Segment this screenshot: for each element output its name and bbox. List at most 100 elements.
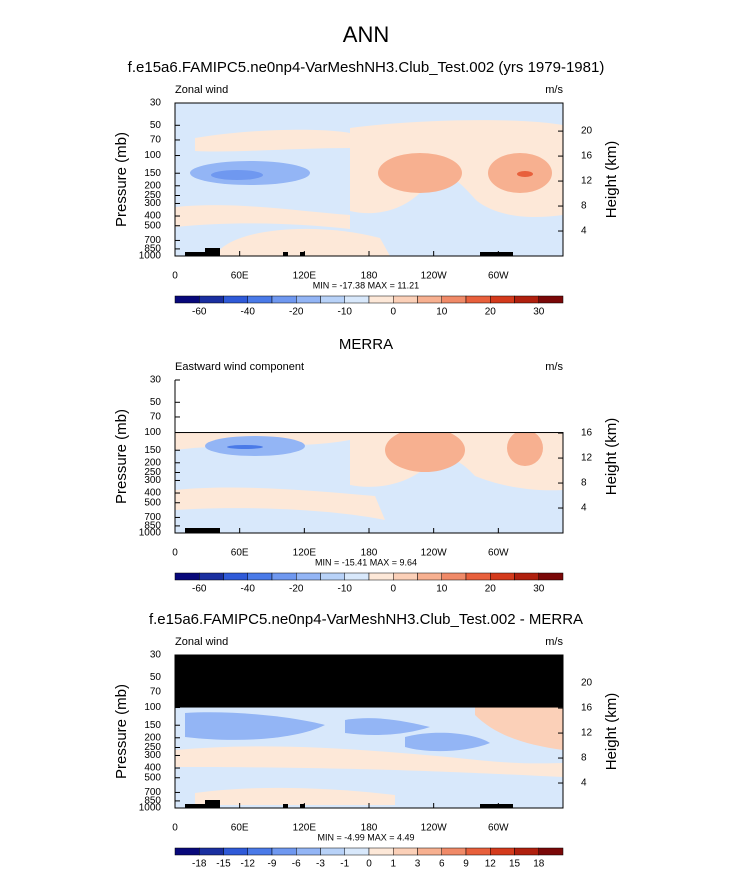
colorbar-box [441, 847, 467, 856]
y-tick-label: 150 [144, 445, 161, 456]
colorbar-box [344, 295, 370, 304]
colorbar-box [344, 572, 370, 581]
min-max: MIN = -17.38 MAX = 11.21 [313, 280, 419, 290]
y2-tick-label: 12 [581, 728, 593, 739]
y-tick-label: 30 [150, 98, 162, 109]
colorbar-label: -3 [316, 859, 325, 870]
colorbar-box [514, 847, 539, 856]
figure-title: ANN [343, 22, 389, 47]
colorbar-box [271, 572, 297, 581]
y-tick-label: 200 [144, 180, 161, 191]
colorbar-box [465, 572, 491, 581]
y2-tick-label: 20 [581, 678, 593, 689]
y2-tick-label: 8 [581, 478, 587, 489]
colorbar-box [538, 295, 564, 304]
x-tick-label: 60W [488, 548, 509, 559]
x-tick-label: 120W [421, 823, 448, 834]
colorbar-box [393, 572, 418, 581]
colorbar-label: 0 [390, 584, 396, 595]
y-tick-label: 30 [150, 650, 162, 661]
y2-tick-label: 4 [581, 226, 587, 237]
colorbar-box [344, 847, 370, 856]
y-tick-label: 50 [150, 120, 162, 131]
colorbar-box [320, 847, 345, 856]
contour-field [175, 428, 563, 533]
x-tick-label: 0 [172, 271, 178, 282]
y-tick-label: 850 [144, 796, 161, 807]
units-label: m/s [545, 84, 563, 96]
x-tick-label: 120W [421, 271, 448, 282]
colorbar-box [296, 572, 321, 581]
colorbar-box [174, 572, 200, 581]
x-tick-label: 60W [488, 823, 509, 834]
colorbar-label: 3 [415, 859, 421, 870]
y2-tick-label: 12 [581, 176, 593, 187]
y-tick-label: 300 [144, 750, 161, 761]
y-tick-label: 50 [150, 397, 162, 408]
colorbar-box [417, 295, 442, 304]
colorbar-label: 10 [436, 584, 448, 595]
panel-title: f.e15a6.FAMIPC5.ne0np4-VarMeshNH3.Club_T… [128, 59, 605, 76]
x-tick-label: 60E [231, 548, 249, 559]
colorbar-label: -20 [289, 584, 304, 595]
colorbar-box [247, 572, 273, 581]
colorbar-box [296, 847, 321, 856]
colorbar-box [199, 572, 224, 581]
y2-axis-title: Height (km) [603, 141, 620, 219]
x-tick-label: 60E [231, 271, 249, 282]
colorbar-box [223, 572, 248, 581]
colorbar-label: 0 [366, 859, 372, 870]
colorbar-label: -12 [241, 859, 256, 870]
y2-axis-title: Height (km) [603, 418, 620, 496]
colorbar-box [223, 847, 248, 856]
colorbar-box [441, 572, 467, 581]
units-label: m/s [545, 361, 563, 373]
y-tick-label: 70 [150, 687, 162, 698]
colorbar-box [490, 847, 515, 856]
colorbar-box [223, 295, 248, 304]
colorbar-box [199, 847, 224, 856]
y-axis-title: Pressure (mb) [113, 684, 130, 779]
y-tick-label: 250 [144, 742, 161, 753]
y-tick-label: 200 [144, 732, 161, 743]
min-max: MIN = -15.41 MAX = 9.64 [315, 557, 417, 567]
mask [175, 380, 563, 433]
x-tick-label: 120E [293, 271, 317, 282]
colorbar-box [393, 847, 418, 856]
x-tick-label: 120E [293, 823, 317, 834]
y-tick-label: 500 [144, 772, 161, 783]
colorbar-label: -6 [292, 859, 301, 870]
y-tick-label: 400 [144, 488, 161, 499]
y-tick-label: 1000 [139, 803, 162, 814]
colorbar-box [441, 295, 467, 304]
colorbar-box [368, 572, 394, 581]
y-tick-label: 200 [144, 457, 161, 468]
colorbar-label: 0 [390, 307, 396, 318]
contour-field [175, 103, 563, 256]
colorbar-box [247, 295, 273, 304]
colorbar-box [514, 572, 539, 581]
y-tick-label: 700 [144, 787, 161, 798]
y-tick-label: 100 [144, 702, 161, 713]
colorbar-label: -18 [192, 859, 207, 870]
colorbar-box [417, 572, 442, 581]
y2-tick-label: 8 [581, 753, 587, 764]
y-tick-label: 300 [144, 475, 161, 486]
min-max: MIN = -4.99 MAX = 4.49 [317, 832, 414, 842]
y-tick-label: 500 [144, 497, 161, 508]
colorbar-label: -60 [192, 584, 207, 595]
y2-axis-title: Height (km) [603, 693, 620, 771]
colorbar-label: 18 [533, 859, 545, 870]
colorbar-label: 1 [390, 859, 396, 870]
colorbar-box [247, 847, 273, 856]
colorbar-label: 9 [463, 859, 469, 870]
left-label: Zonal wind [175, 84, 228, 96]
panel-title: f.e15a6.FAMIPC5.ne0np4-VarMeshNH3.Club_T… [149, 611, 583, 628]
colorbar-box [271, 847, 297, 856]
colorbar-box [514, 295, 539, 304]
y-axis-title: Pressure (mb) [113, 409, 130, 504]
units-label: m/s [545, 636, 563, 648]
y-tick-label: 700 [144, 512, 161, 523]
colorbar-label: -10 [338, 307, 353, 318]
y-axis-title: Pressure (mb) [113, 132, 130, 227]
